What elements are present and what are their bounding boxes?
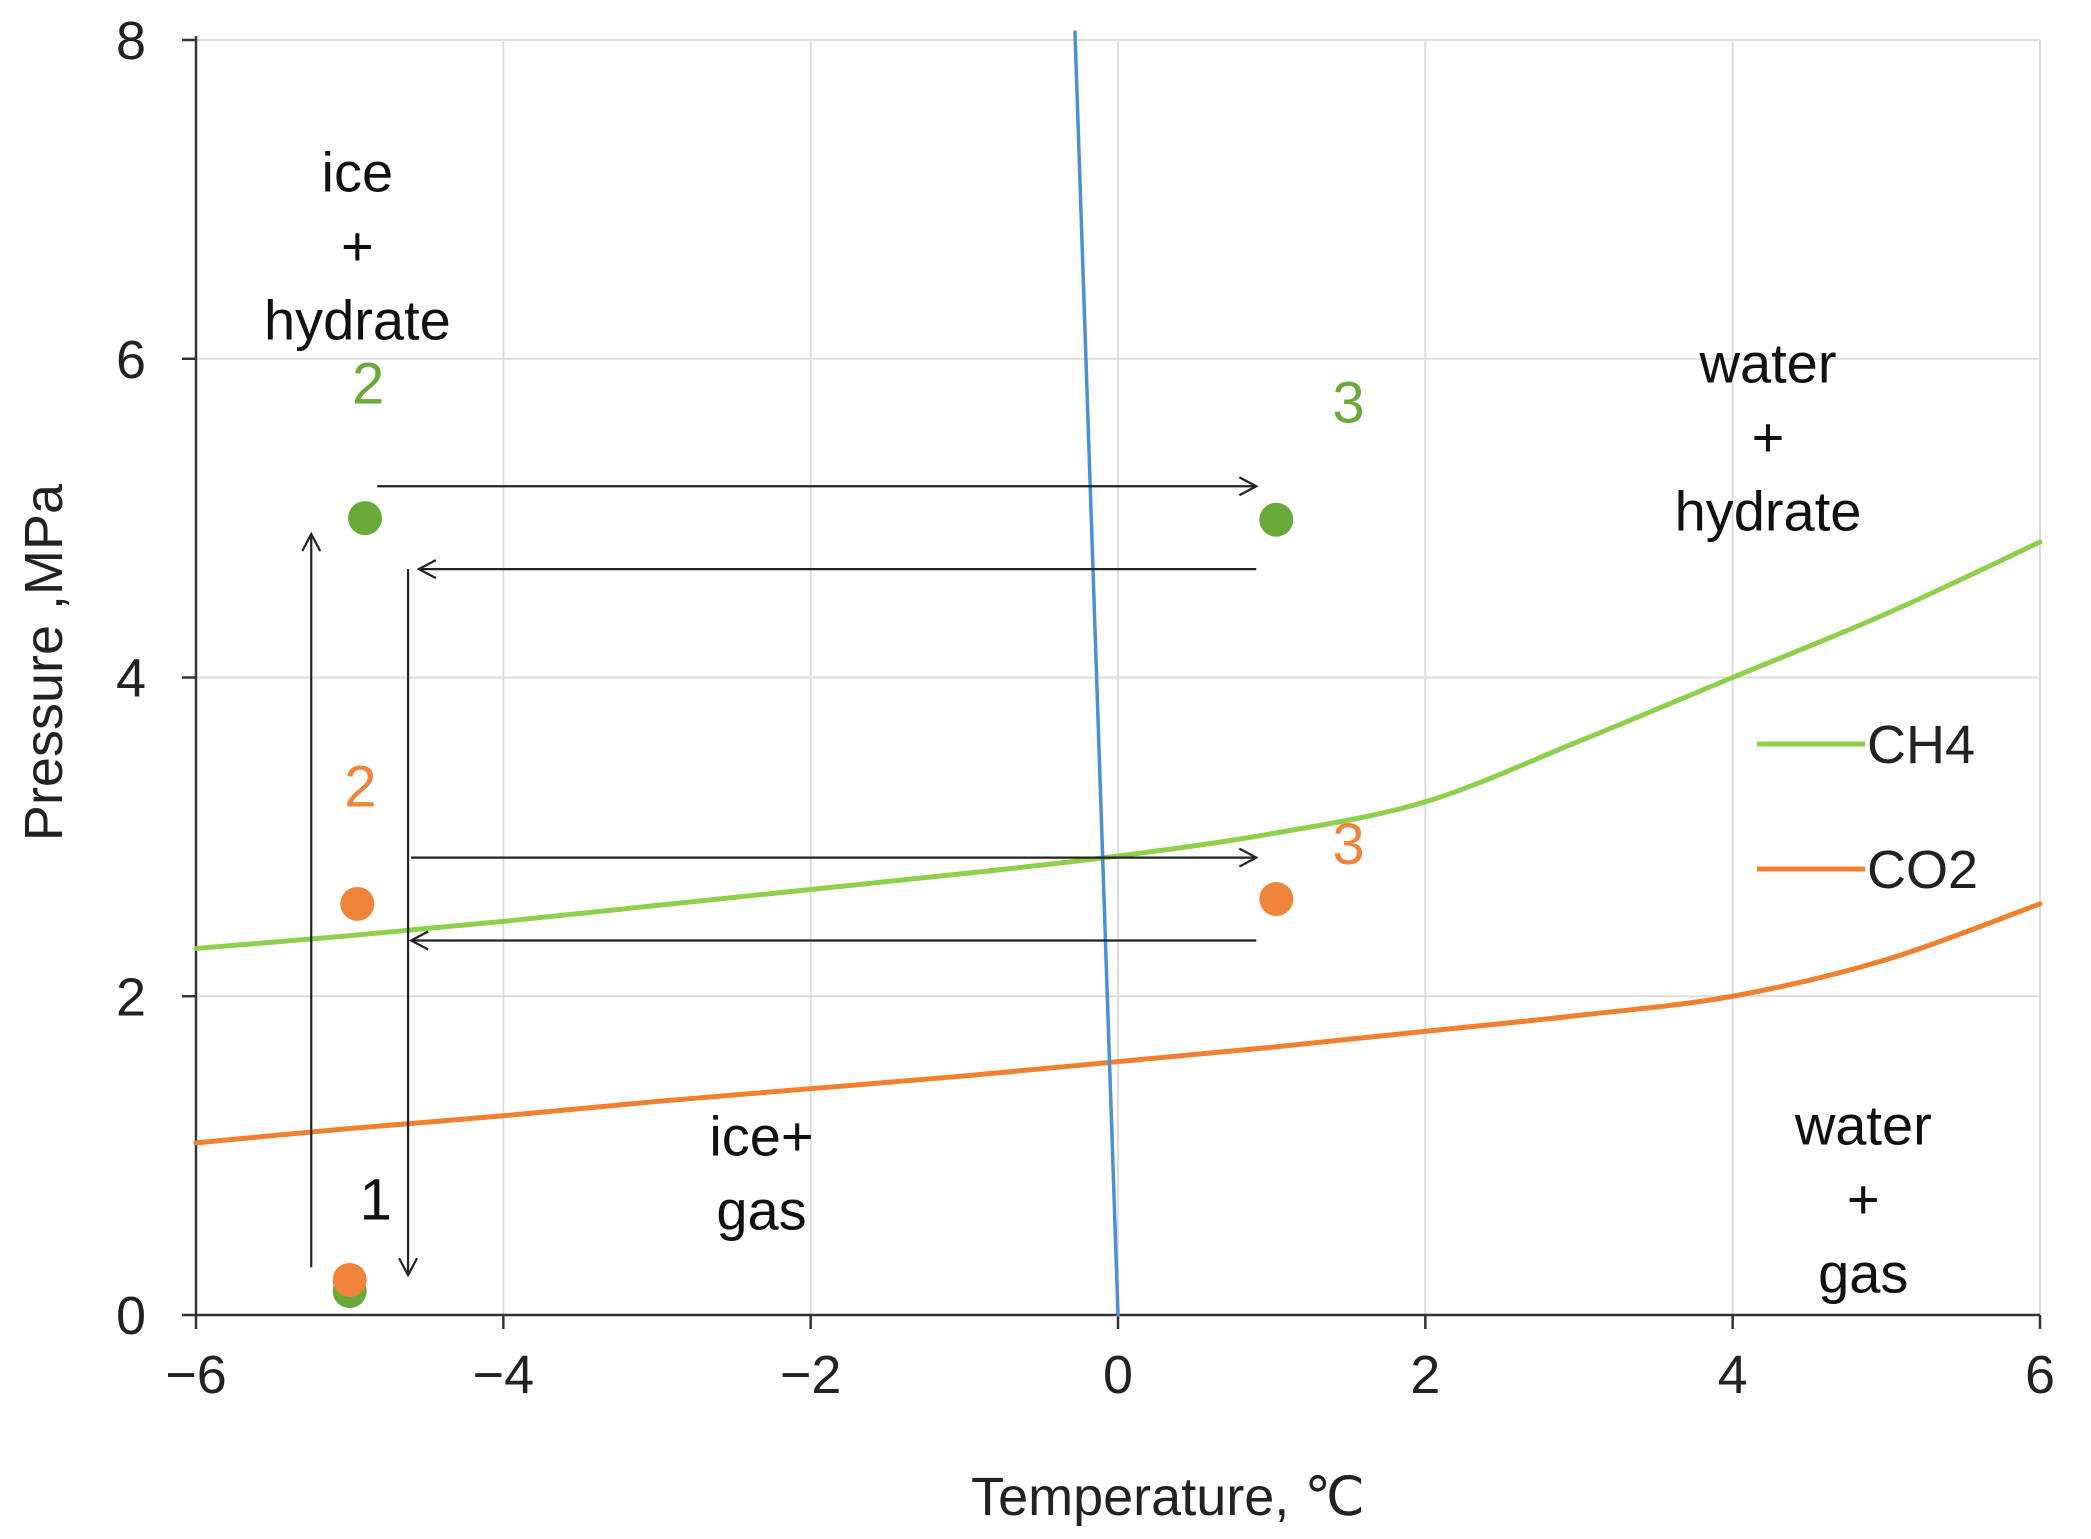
axes: −6 −4 −2 0 2 4 6 0 2 4 6 8 Temperature, ℃ Pressure ,M…: [14, 11, 2055, 1527]
x-tick-label: −2: [780, 1345, 842, 1405]
series-line-ch4: [193, 539, 2043, 951]
region-label-line: ice: [322, 140, 394, 203]
series-line-ice-melting-line: [1073, 30, 1120, 1317]
grid-lines: [196, 39, 2041, 1315]
legend-label-co2: CO2: [1867, 840, 1978, 900]
region-label-line: hydrate: [264, 288, 451, 351]
region-label-line: +: [1847, 1167, 1880, 1230]
y-tick-label: 8: [116, 11, 146, 71]
series-line-co2: [193, 901, 2043, 1146]
region-label: ice+ gas: [709, 1105, 813, 1242]
x-tick-label: 6: [2025, 1345, 2055, 1405]
region-label-line: gas: [1818, 1241, 1908, 1304]
legend-label-ch4: CH4: [1867, 715, 1975, 775]
y-tick-label: 6: [116, 330, 146, 390]
y-tick-label: 4: [116, 649, 146, 709]
point-label: 2: [344, 755, 376, 820]
x-tick-label: 0: [1103, 1345, 1133, 1405]
x-tick-label: 2: [1410, 1345, 1440, 1405]
region-label: ice + hydrate: [264, 140, 451, 351]
x-tick-label: −4: [473, 1345, 535, 1405]
region-label-line: ice+: [709, 1105, 813, 1168]
y-axis-title: Pressure ,MPa: [14, 483, 74, 841]
series-lines: [193, 30, 2043, 1317]
region-label-line: water: [1794, 1093, 1932, 1156]
y-tick-label: 2: [116, 967, 146, 1027]
region-label-line: water: [1699, 332, 1837, 395]
data-point-ch4-2: [348, 501, 383, 536]
x-tick-label: 4: [1718, 1345, 1748, 1405]
point-label: 1: [360, 1167, 392, 1232]
x-tick-label: −6: [165, 1345, 227, 1405]
process-arrows: [311, 486, 1256, 1275]
data-point-co2-3: [1259, 882, 1294, 917]
region-label: water + hydrate: [1675, 332, 1862, 543]
point-label: 3: [1332, 371, 1364, 436]
region-label-line: hydrate: [1675, 480, 1862, 543]
region-label-line: +: [341, 214, 374, 277]
y-tick-label: 0: [116, 1286, 146, 1346]
data-point-co2-2: [340, 886, 375, 921]
region-label: water + gas: [1794, 1093, 1932, 1304]
point-label: 2: [352, 351, 384, 416]
point-label: 3: [1332, 812, 1364, 877]
x-axis-title: Temperature, ℃: [971, 1467, 1365, 1527]
region-label-line: gas: [716, 1179, 806, 1242]
legend: CH4 CO2: [1757, 715, 1978, 900]
data-points: [332, 501, 1294, 1309]
region-label-line: +: [1752, 406, 1785, 469]
data-point-ch4-3: [1259, 502, 1294, 537]
data-point-co2-1: [332, 1262, 367, 1297]
